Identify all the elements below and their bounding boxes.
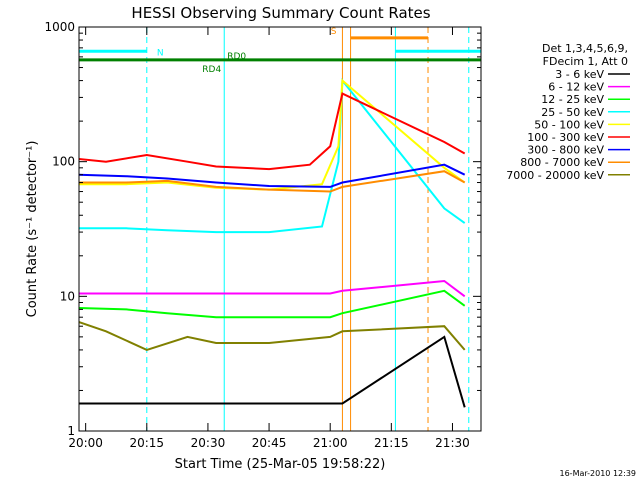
legend-label-2: 12 - 25 keV xyxy=(541,93,604,106)
series-line-6 xyxy=(79,163,466,188)
legend-label-8: 7000 - 20000 keV xyxy=(506,169,604,182)
legend-header-line-1: Det 1,3,4,5,6,9, xyxy=(542,42,628,55)
series-line-1 xyxy=(79,279,466,298)
legend-label-4: 50 - 100 keV xyxy=(534,118,604,131)
series-line-0 xyxy=(79,335,466,408)
series-line-2 xyxy=(79,289,466,319)
legend-label-6: 300 - 800 keV xyxy=(527,144,604,157)
y-axis-label: Count Rate (s⁻¹ detector⁻¹) xyxy=(25,141,40,318)
annotation-label-rd0: RD0 xyxy=(227,52,246,62)
series-line-8 xyxy=(79,320,466,351)
legend-label-0: 3 - 6 keV xyxy=(555,68,604,81)
annotation-label-n: N xyxy=(157,48,164,58)
series-line-7 xyxy=(79,170,466,193)
plot-frame xyxy=(78,26,482,432)
x-tick-label-5: 21:15 xyxy=(374,436,409,450)
x-tick-label-6: 21:30 xyxy=(435,436,470,450)
x-tick-label-1: 20:15 xyxy=(129,436,164,450)
legend-label-1: 6 - 12 keV xyxy=(548,81,604,94)
footer-timestamp: 16-Mar-2010 12:39 xyxy=(560,469,637,478)
x-tick-label-0: 20:00 xyxy=(68,436,103,450)
legend-label-5: 100 - 300 keV xyxy=(527,131,604,144)
annotation-label-s: S xyxy=(331,27,337,37)
y-tick-label-0: 1 xyxy=(67,424,75,438)
annotation-label-rd4: RD4 xyxy=(202,65,221,75)
x-tick-label-4: 21:00 xyxy=(313,436,348,450)
series-line-5 xyxy=(79,92,466,171)
legend-label-7: 800 - 7000 keV xyxy=(520,156,604,169)
legend: Det 1,3,4,5,6,9, FDecim 1, Att 0 3 - 6 k… xyxy=(506,42,630,182)
legend-header-line-2: FDecim 1, Att 0 xyxy=(543,55,628,68)
x-tick-label-3: 20:45 xyxy=(252,436,287,450)
x-tick-label-2: 20:30 xyxy=(191,436,226,450)
y-tick-label-2: 100 xyxy=(52,155,75,169)
x-axis-label: Start Time (25-Mar-05 19:58:22) xyxy=(175,457,386,472)
legend-label-3: 25 - 50 keV xyxy=(541,106,604,119)
chart-title: HESSI Observing Summary Count Rates xyxy=(131,4,430,22)
series-line-3 xyxy=(79,77,466,234)
y-tick-label-3: 1000 xyxy=(44,20,75,34)
y-tick-label-1: 10 xyxy=(60,289,75,303)
